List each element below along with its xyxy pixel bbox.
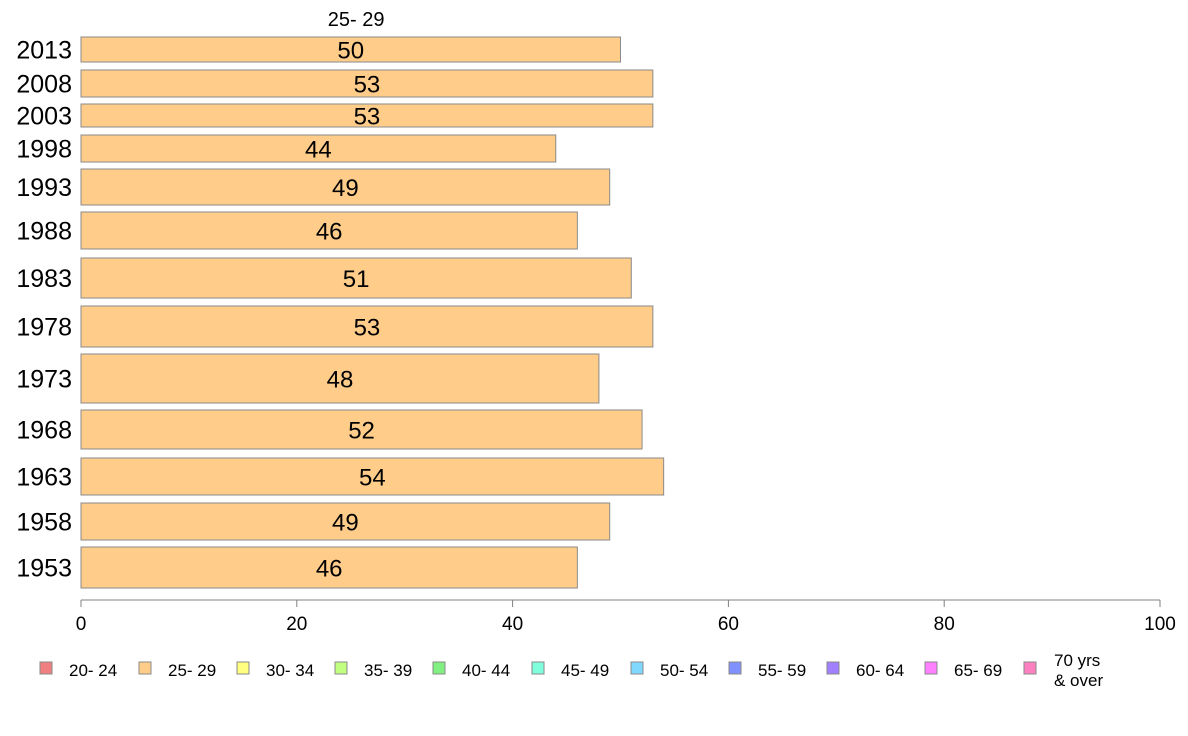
value-label: 53 xyxy=(354,72,381,99)
value-label: 49 xyxy=(332,510,359,537)
category-label: 1968 xyxy=(16,417,72,445)
legend-swatch xyxy=(432,661,446,675)
bar-2003 xyxy=(80,103,654,128)
x-tick-label: 80 xyxy=(934,614,955,635)
legend-swatch xyxy=(728,661,742,675)
legend-swatch xyxy=(138,661,152,675)
x-tick-label: 40 xyxy=(502,614,523,635)
value-label: 48 xyxy=(327,367,354,394)
category-label: 2013 xyxy=(16,37,72,65)
value-label: 53 xyxy=(354,104,381,131)
x-tick-label: 60 xyxy=(718,614,739,635)
category-label: 1953 xyxy=(16,555,72,583)
value-label: 49 xyxy=(332,175,359,202)
legend-swatch xyxy=(826,661,840,675)
value-label: 51 xyxy=(343,266,370,293)
category-label: 1973 xyxy=(16,366,72,394)
category-label: 1963 xyxy=(16,464,72,492)
bar-1983 xyxy=(80,257,632,299)
bar-2008 xyxy=(80,69,654,98)
legend-label: 25- 29 xyxy=(168,661,216,680)
category-label: 1983 xyxy=(16,265,72,293)
category-label: 1993 xyxy=(16,174,72,202)
bar-2013 xyxy=(80,36,621,63)
legend-label: 60- 64 xyxy=(856,661,904,680)
legend-swatch xyxy=(236,661,250,675)
x-tick-label: 20 xyxy=(286,614,307,635)
legend-label: 65- 69 xyxy=(954,661,1002,680)
bar-1988 xyxy=(80,211,578,250)
bar-1993 xyxy=(80,168,611,206)
category-label: 2008 xyxy=(16,71,72,99)
series-title: 25- 29 xyxy=(328,9,385,31)
value-label: 46 xyxy=(316,556,343,583)
x-tick-label: 0 xyxy=(76,614,87,635)
legend-label: 35- 39 xyxy=(364,661,412,680)
value-label: 50 xyxy=(337,38,364,65)
category-label: 1988 xyxy=(16,218,72,246)
category-label: 1998 xyxy=(16,136,72,164)
category-label: 1978 xyxy=(16,314,72,342)
legend-swatch xyxy=(39,661,53,675)
legend-label: 40- 44 xyxy=(462,661,510,680)
category-label: 2003 xyxy=(16,103,72,131)
bar-1978 xyxy=(80,305,654,348)
legend-swatch xyxy=(924,661,938,675)
bar-1968 xyxy=(80,409,643,450)
legend-label: 20- 24 xyxy=(69,661,117,680)
value-label: 53 xyxy=(354,315,381,342)
legend-swatch xyxy=(630,661,644,675)
legend-swatch xyxy=(1023,661,1037,675)
bar-1973 xyxy=(80,353,600,404)
bar-1963 xyxy=(80,457,665,496)
value-label: 46 xyxy=(316,219,343,246)
value-label: 54 xyxy=(359,465,386,492)
legend-label: 50- 54 xyxy=(660,661,708,680)
legend-label: 45- 49 xyxy=(561,661,609,680)
legend-label: 55- 59 xyxy=(758,661,806,680)
legend-label: 30- 34 xyxy=(266,661,314,680)
legend-swatch xyxy=(531,661,545,675)
legend-label: 70 yrs & over xyxy=(1054,651,1103,690)
legend-swatch xyxy=(334,661,348,675)
value-label: 52 xyxy=(348,418,375,445)
value-label: 44 xyxy=(305,137,332,164)
bar-1998 xyxy=(80,134,557,163)
category-label: 1958 xyxy=(16,509,72,537)
x-tick-label: 100 xyxy=(1144,614,1176,635)
bar-1953 xyxy=(80,546,578,589)
bar-1958 xyxy=(80,502,611,541)
